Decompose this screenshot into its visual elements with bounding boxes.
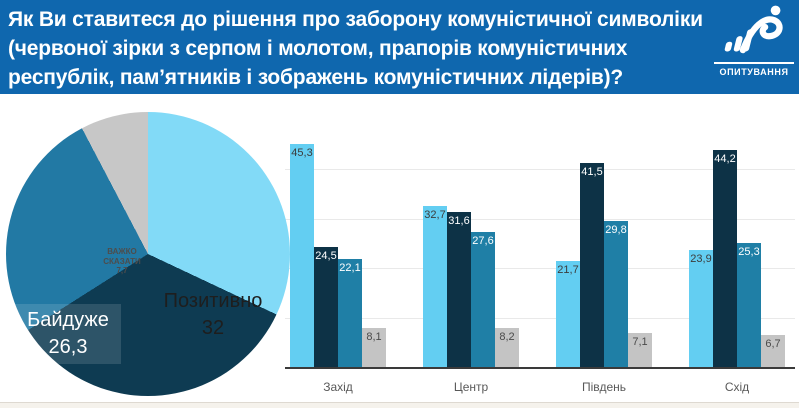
bar-Важко сказати: 8,1 [362, 328, 386, 368]
bar-value-label: 44,2 [714, 152, 736, 165]
bar-Важко сказати: 8,2 [495, 327, 519, 368]
bar-group-Схід: 23,9 44,2 25,3 6,7 Схід [689, 121, 785, 394]
pie-label-hard-to-say: ВАЖКО СКАЗАТИ 7,7 [90, 247, 154, 276]
pie-slice-value: 26,3 [48, 336, 88, 358]
gridline-30 [285, 218, 795, 220]
bar-value-label: 21,7 [557, 263, 579, 276]
bar-Негативно: 31,6 [447, 211, 471, 368]
bar-Байдуже: 22,1 [338, 258, 362, 368]
bar-Байдуже: 27,6 [471, 231, 495, 368]
pie-label-positive: Позитивно 32 [158, 288, 268, 342]
pie-chart [6, 112, 290, 396]
category-label-Захід: Захід [323, 380, 353, 394]
bar-value-label: 23,9 [690, 252, 712, 265]
category-label-Схід: Схід [724, 380, 750, 394]
bar-value-label: 8,1 [366, 331, 382, 343]
rating-runner-logo-icon [712, 3, 796, 61]
bar-group-Центр: 32,7 31,6 27,6 8,2 Центр [423, 121, 519, 394]
bar-Важко сказати: 6,7 [761, 334, 785, 368]
bar-value-label: 31,6 [448, 214, 470, 227]
bar-Позитивно: 23,9 [689, 249, 713, 368]
gridline-40 [285, 169, 795, 171]
x-axis-line [285, 367, 795, 369]
pie-slice-name-line1: ВАЖКО [107, 247, 137, 256]
category-label-Південь: Південь [581, 380, 627, 394]
survey-question-title: Як Ви ставитеся до рішення про заборону … [8, 8, 703, 89]
bar-value-label: 25,3 [738, 246, 760, 259]
logo-text: ОПИТУВАННЯ [719, 67, 789, 77]
bar-Байдуже: 25,3 [737, 243, 761, 368]
category-label-Центр: Центр [453, 380, 489, 394]
bar-group-Захід: 45,3 24,5 22,1 8,1 Захід [290, 121, 386, 394]
bar-Важко сказати: 7,1 [628, 332, 652, 368]
gridline-20 [285, 268, 795, 270]
bar-value-label: 24,5 [315, 249, 337, 262]
bar-groups: 45,3 24,5 22,1 8,1 Захід 32,7 31,6 27,6 8,2 Центр… [285, 121, 795, 394]
bar-Байдуже: 29,8 [604, 220, 628, 368]
bar-Позитивно: 32,7 [423, 206, 447, 368]
bar-value-label: 7,1 [632, 335, 648, 348]
bar-Негативно: 44,2 [713, 149, 737, 368]
bar-Негативно: 24,5 [314, 246, 338, 368]
bar-Позитивно: 21,7 [556, 260, 580, 368]
gridline-10 [285, 317, 795, 319]
pie-slice-name: Байдуже [27, 309, 109, 331]
bar-value-label: 32,7 [424, 209, 446, 222]
bar-value-label: 6,7 [765, 337, 781, 350]
pie-slice-name: Позитивно [163, 290, 263, 312]
bar-Негативно: 41,5 [580, 163, 604, 368]
bar-value-label: 45,3 [291, 147, 313, 160]
logo-divider [714, 62, 794, 64]
bar-value-label: 29,8 [605, 223, 627, 236]
header: Як Ви ставитеся до рішення про заборону … [0, 0, 799, 94]
pie-slice-name-line2: СКАЗАТИ [103, 256, 141, 266]
bar-value-label: 22,1 [339, 261, 361, 274]
bar-chart: 45,3 24,5 22,1 8,1 Захід 32,7 31,6 27,6 8,2 Центр… [285, 121, 795, 394]
pie-slice-value: 32 [201, 317, 225, 339]
bar-Позитивно: 45,3 [290, 144, 314, 368]
bar-value-label: 27,6 [472, 234, 494, 247]
bar-group-Південь: 21,7 41,5 29,8 7,1 Південь [556, 121, 652, 394]
pie-slice-value: 7,7 [116, 266, 128, 275]
pie-label-indifferent: Байдуже 26,3 [15, 304, 121, 364]
bar-value-label: 41,5 [581, 166, 603, 178]
bar-value-label: 8,2 [499, 330, 515, 343]
bottom-strip [0, 402, 799, 408]
logo: ОПИТУВАННЯ [712, 3, 796, 77]
